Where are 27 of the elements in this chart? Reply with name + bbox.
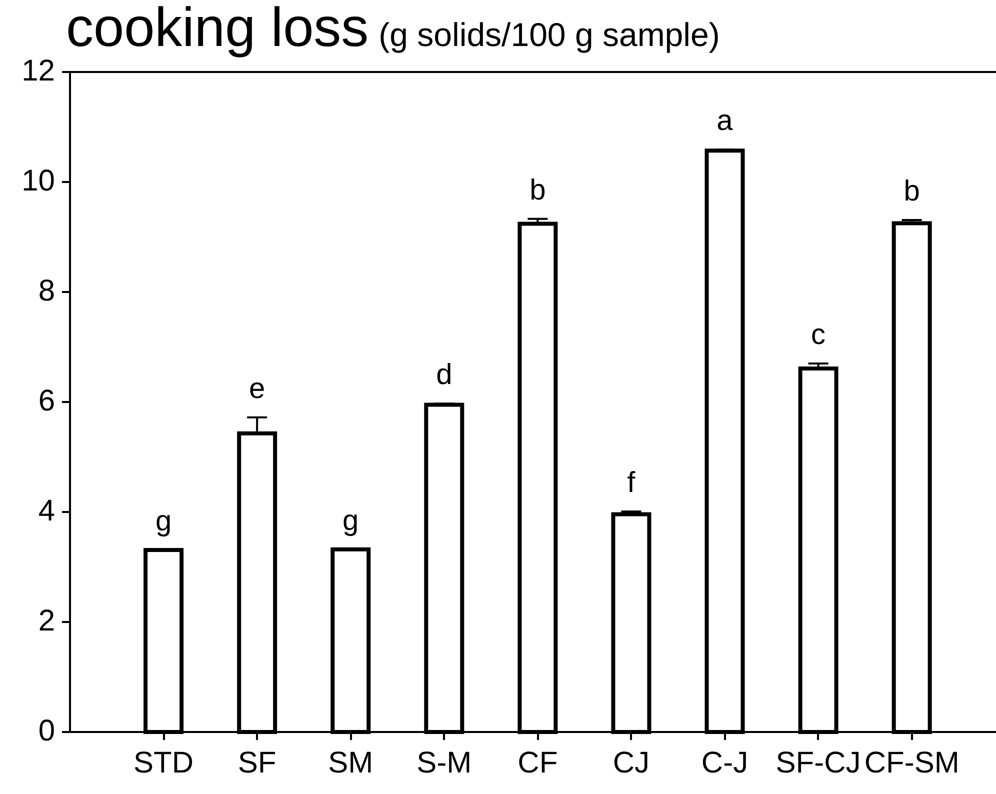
data-label: g [342, 504, 359, 537]
data-label: b [530, 174, 546, 206]
data-label: g [155, 505, 172, 538]
x-tick-label: SF-CJ [776, 746, 861, 780]
data-label: f [627, 466, 636, 499]
x-tick-label: S-M [416, 746, 472, 780]
chart-subtitle: (g solids/100 g sample) [378, 16, 720, 53]
y-tick-label: 12 [22, 54, 55, 88]
x-tick-label: CJ [612, 746, 650, 780]
x-tick-label: SF [238, 746, 276, 780]
y-tick-label: 0 [38, 714, 55, 748]
x-tick-label: CF-SM [864, 746, 960, 780]
x-tick-label: CF [518, 746, 558, 780]
data-label: d [436, 359, 452, 392]
y-tick-label: 10 [22, 164, 55, 198]
x-tick-label: C-J [701, 746, 748, 780]
y-tick-label: 4 [38, 494, 55, 528]
x-tick-label: SM [328, 746, 374, 780]
chart-title: cooking loss [66, 0, 369, 58]
data-label: a [716, 105, 734, 138]
y-tick-label: 8 [38, 274, 55, 308]
y-tick-label: 2 [38, 604, 55, 638]
x-tick-label: STD [134, 746, 194, 780]
data-label: b [904, 175, 920, 208]
y-tick-label: 6 [38, 384, 55, 418]
data-label: e [249, 372, 266, 405]
data-label: c [811, 319, 826, 351]
